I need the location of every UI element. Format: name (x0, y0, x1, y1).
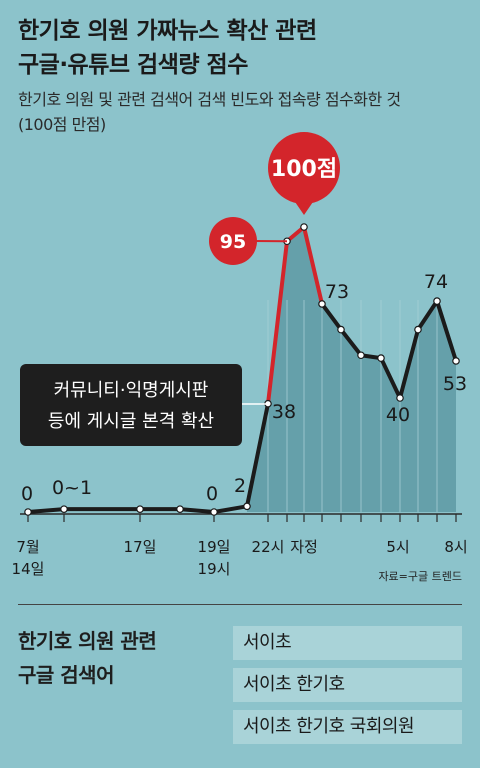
x-tick-label: 22시 (252, 538, 285, 556)
area-fill (247, 227, 456, 512)
x-tick-label: 5시 (386, 538, 409, 556)
data-point (377, 354, 385, 362)
data-label: 0 (206, 483, 218, 505)
data-point (176, 505, 184, 513)
annotation-box (20, 364, 242, 446)
data-point (452, 357, 460, 365)
bubble-95 (209, 217, 257, 265)
series-line-peak (266, 225, 324, 406)
data-point (300, 223, 308, 231)
x-tick-label: 14일 (12, 560, 45, 578)
data-label: 40 (386, 404, 410, 426)
keyword-item: 서이초 한기호 국회의원 (233, 710, 462, 744)
keyword-list: 서이초 서이초 한기호 서이초 한기호 국회의원 (233, 626, 462, 752)
keyword-item: 서이초 한기호 (233, 668, 462, 702)
keywords-title: 한기호 의원 관련 구글 검색어 (18, 624, 157, 692)
data-point (318, 300, 326, 308)
data-label-100: 100점 (271, 157, 337, 182)
data-label-95: 95 (220, 231, 246, 253)
title-line-2: 구글·유튜브 검색량 점수 (18, 52, 248, 78)
x-tick-label: 자정 (290, 538, 318, 556)
data-point (136, 505, 144, 513)
keywords-title-line-1: 한기호 의원 관련 (18, 629, 157, 653)
series-line-decline (320, 299, 458, 400)
x-tick-label: 17일 (124, 538, 157, 556)
data-point (396, 394, 404, 402)
section-divider (18, 604, 462, 605)
data-point (243, 502, 251, 511)
data-label: 2 (234, 475, 246, 497)
x-tick-label: 19시 (198, 560, 231, 578)
data-point (210, 508, 218, 516)
keywords-title-line-2: 구글 검색어 (18, 663, 114, 687)
data-label: 0 (21, 483, 33, 505)
x-tick-label: 8시 (444, 538, 467, 556)
keyword-item: 서이초 (233, 626, 462, 660)
data-point (414, 325, 422, 334)
data-label: 74 (424, 271, 448, 293)
annotation-text: 커뮤니티·익명게시판 (54, 380, 209, 401)
annotation-text: 등에 게시글 본격 확산 (48, 411, 214, 432)
title-line-1: 한기호 의원 가짜뉴스 확산 관련 (18, 18, 317, 44)
data-point (357, 351, 365, 360)
x-tick-label: 19일 (198, 538, 231, 556)
data-point (24, 508, 32, 516)
data-point (60, 505, 68, 513)
chart-title: 한기호 의원 가짜뉴스 확산 관련 구글·유튜브 검색량 점수 (18, 14, 317, 82)
data-point (337, 325, 345, 334)
data-label: 38 (272, 401, 296, 423)
subtitle-line-2: (100점 만점) (18, 115, 106, 134)
data-label: 0~1 (52, 477, 92, 499)
data-label: 73 (325, 281, 349, 303)
subtitle-line-1: 한기호 의원 및 관련 검색어 검색 빈도와 접속량 점수화한 것 (18, 90, 401, 109)
bubble-100 (268, 132, 340, 204)
data-point (433, 297, 441, 305)
data-label: 53 (443, 373, 467, 395)
source-note: 자료=구글 트렌드 (378, 570, 462, 583)
x-tick-label: 7월 (16, 538, 39, 556)
chart-subtitle: 한기호 의원 및 관련 검색어 검색 빈도와 접속량 점수화한 것 (100점 … (18, 87, 401, 137)
